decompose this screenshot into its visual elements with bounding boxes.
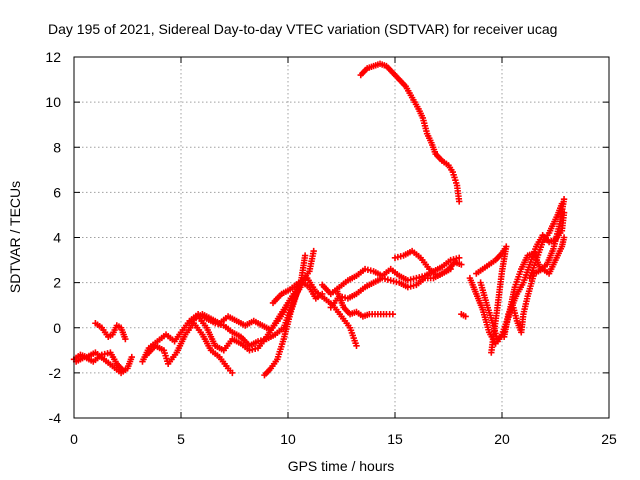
y-tick-label: 0 (53, 320, 61, 336)
data-point (128, 353, 135, 361)
series-s12 (334, 288, 397, 320)
x-tick-label: 10 (280, 431, 296, 447)
series-s13 (391, 247, 465, 280)
x-tick-label: 20 (494, 431, 510, 447)
data-point (560, 209, 568, 216)
y-tick-label: 8 (53, 139, 61, 155)
series-s5 (143, 320, 236, 377)
y-tick-label: -4 (49, 410, 62, 426)
data-point (284, 301, 292, 309)
x-tick-label: 25 (601, 431, 617, 447)
data-point (560, 234, 568, 241)
data-point (353, 342, 360, 349)
grid (74, 57, 609, 418)
x-axis-label: GPS time / hours (288, 458, 395, 474)
x-tick-label: 15 (387, 431, 403, 447)
data-point (458, 261, 465, 268)
y-tick-label: 6 (53, 184, 61, 200)
data-point (560, 195, 568, 203)
data-point (120, 367, 127, 374)
data-point (310, 247, 317, 255)
series-s14 (357, 60, 463, 205)
data-point (488, 349, 495, 356)
y-axis-label: SDTVAR / TECUs (7, 181, 23, 293)
series-s19 (500, 234, 568, 340)
y-tick-label: -2 (49, 365, 62, 381)
data-point (462, 313, 469, 320)
x-tick-label: 0 (70, 431, 78, 447)
series-s3 (72, 349, 127, 374)
series-s15 (458, 311, 469, 320)
series-s20 (526, 200, 566, 282)
data-point (122, 335, 129, 343)
series-s7 (199, 301, 292, 334)
y-tick-label: 4 (53, 230, 61, 246)
axis-ticks: 0 5 10 15 20 25 -4 -2 0 2 4 6 8 10 12 (45, 49, 617, 447)
y-tick-label: 10 (45, 94, 61, 110)
data-point (301, 252, 309, 259)
series-s2 (92, 320, 129, 343)
y-tick-label: 12 (45, 49, 61, 65)
data-point (389, 311, 397, 318)
series-s18 (473, 243, 510, 356)
data-point (558, 200, 566, 207)
x-tick-label: 5 (177, 431, 185, 447)
data-point (229, 369, 236, 377)
data-points (70, 60, 568, 379)
data-point (456, 254, 463, 262)
chart-title: Day 195 of 2021, Sidereal Day-to-day VTE… (48, 21, 557, 37)
y-tick-label: 2 (53, 275, 61, 291)
data-point (456, 198, 463, 205)
